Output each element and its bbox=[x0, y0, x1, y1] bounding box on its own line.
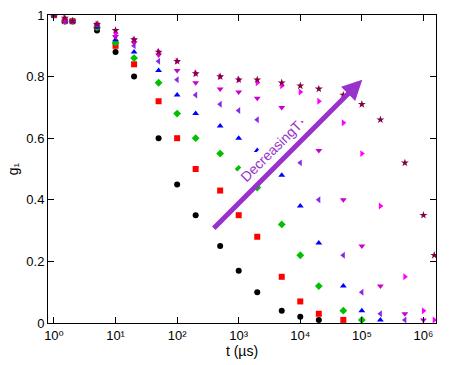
svg-text:0.8: 0.8 bbox=[26, 69, 44, 84]
svg-text:g₁: g₁ bbox=[5, 162, 21, 175]
svg-text:10³: 10³ bbox=[229, 328, 248, 343]
svg-text:0: 0 bbox=[37, 316, 44, 331]
svg-text:t (µs): t (µs) bbox=[226, 343, 258, 359]
svg-text:10⁵: 10⁵ bbox=[352, 328, 372, 343]
svg-text:0.2: 0.2 bbox=[26, 254, 44, 269]
svg-text:DecreasingT: DecreasingT bbox=[237, 117, 305, 185]
svg-text:10²: 10² bbox=[168, 328, 187, 343]
svg-text:1: 1 bbox=[37, 8, 44, 23]
svg-text:10⁰: 10⁰ bbox=[44, 328, 64, 343]
svg-text:10⁴: 10⁴ bbox=[290, 328, 310, 343]
svg-text:10⁶: 10⁶ bbox=[414, 328, 434, 343]
svg-text:0.4: 0.4 bbox=[26, 192, 44, 207]
svg-text:10¹: 10¹ bbox=[106, 328, 125, 343]
svg-text:0.6: 0.6 bbox=[26, 131, 44, 146]
